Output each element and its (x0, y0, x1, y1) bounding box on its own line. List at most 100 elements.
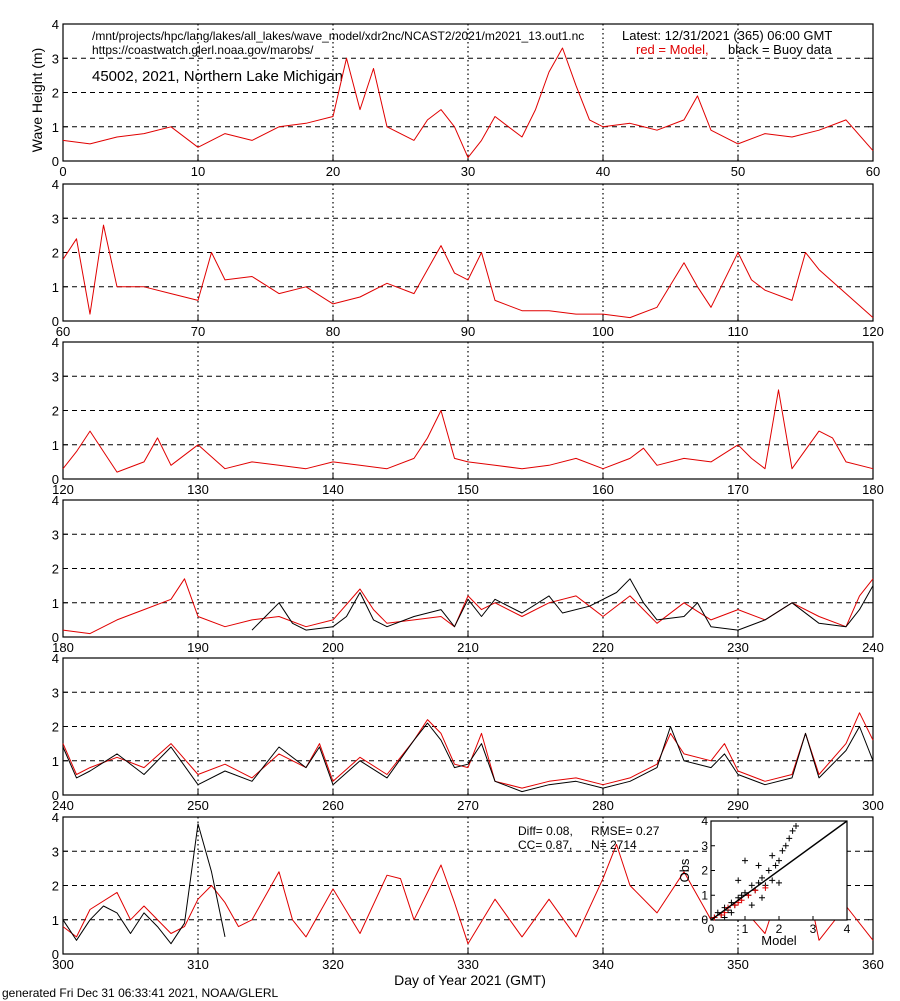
scatter-y-tick-label: 4 (701, 814, 708, 828)
x-tick-label: 260 (322, 798, 344, 813)
x-tick-label: 270 (457, 798, 479, 813)
scatter-point (776, 857, 782, 864)
scatter-x-label: Model (761, 933, 797, 948)
stat-cc: CC= 0.87, (518, 838, 572, 852)
scatter-y-tick-label: 0 (701, 913, 708, 927)
y-tick-label: 0 (52, 472, 59, 487)
y-tick-label: 3 (52, 51, 59, 66)
x-tick-label: 90 (461, 324, 475, 339)
x-tick-label: 150 (457, 482, 479, 497)
x-tick-label: 180 (52, 640, 74, 655)
scatter-point (789, 827, 796, 834)
y-tick-label: 2 (52, 562, 59, 577)
y-tick-label: 2 (52, 879, 59, 894)
y-axis-label: Wave Height (m) (29, 48, 45, 153)
scatter-x-tick-label: 0 (708, 922, 715, 936)
y-tick-label: 0 (52, 154, 59, 169)
x-tick-label: 300 (52, 957, 74, 972)
x-tick-label: 60 (56, 324, 70, 339)
x-tick-label: 100 (592, 324, 614, 339)
scatter-point (765, 867, 772, 874)
legend-model: red = Model, (636, 42, 709, 57)
scatter-y-tick-label: 1 (701, 888, 708, 902)
y-tick-label: 0 (52, 630, 59, 645)
x-tick-label: 50 (731, 164, 745, 179)
panel-3: 0 1 2 3 4 120 130 140 150 160 170 180 (52, 335, 884, 497)
model-series (62, 389, 874, 473)
scatter-x-tick-label: 1 (742, 922, 749, 936)
x-tick-label: 30 (461, 164, 475, 179)
y-tick-label: 4 (52, 651, 59, 666)
y-tick-label: 3 (52, 369, 59, 384)
x-tick-label: 320 (322, 957, 344, 972)
y-tick-label: 1 (52, 596, 59, 611)
x-tick-label: 290 (727, 798, 749, 813)
x-tick-label: 20 (326, 164, 340, 179)
x-tick-label: 300 (862, 798, 884, 813)
scatter-x-tick-label: 2 (776, 922, 783, 936)
x-tick-label: 180 (862, 482, 884, 497)
y-tick-label: 4 (52, 177, 59, 192)
y-tick-label: 3 (52, 844, 59, 859)
y-tick-label: 1 (52, 438, 59, 453)
buoy-series (62, 823, 226, 945)
x-tick-label: 280 (592, 798, 614, 813)
y-tick-label: 1 (52, 754, 59, 769)
scatter-x-tick-label: 3 (810, 922, 817, 936)
source-url: https://coastwatch.glerl.noaa.gov/marobs… (92, 43, 314, 57)
x-tick-label: 40 (596, 164, 610, 179)
model-series (62, 47, 874, 159)
x-tick-label: 200 (322, 640, 344, 655)
x-tick-label: 80 (326, 324, 340, 339)
x-tick-label: 360 (862, 957, 884, 972)
x-tick-label: 110 (728, 324, 749, 339)
scatter-y-tick-label: 2 (701, 864, 708, 878)
one-to-one-line (710, 820, 848, 921)
y-tick-label: 3 (52, 685, 59, 700)
scatter-point (728, 909, 735, 916)
panel-5: 0 1 2 3 4 240 250 260 270 280 290 300 (52, 651, 884, 813)
x-tick-label: 120 (862, 324, 884, 339)
scatter-point (769, 877, 776, 884)
scatter-point-red (762, 884, 769, 891)
scatter-x-tick-label: 4 (844, 922, 851, 936)
x-tick-label: 160 (592, 482, 614, 497)
y-tick-label: 2 (52, 404, 59, 419)
scatter-point (793, 822, 799, 829)
y-tick-label: 0 (52, 788, 59, 803)
y-tick-label: 1 (52, 120, 59, 135)
x-tick-label: 120 (52, 482, 74, 497)
latest-timestamp: Latest: 12/31/2021 (365) 06:00 GMT (622, 28, 832, 43)
y-tick-label: 4 (52, 493, 59, 508)
x-tick-label: 340 (592, 957, 614, 972)
x-tick-label: 190 (187, 640, 209, 655)
y-tick-label: 4 (52, 335, 59, 350)
x-tick-label: 0 (59, 164, 66, 179)
y-tick-label: 1 (52, 913, 59, 928)
scatter-point (769, 852, 776, 859)
x-tick-label: 330 (457, 957, 479, 972)
x-tick-label: 140 (322, 482, 344, 497)
x-tick-label: 240 (862, 640, 884, 655)
y-tick-label: 2 (52, 720, 59, 735)
x-tick-label: 60 (866, 164, 880, 179)
x-tick-label: 230 (727, 640, 749, 655)
scatter-point (779, 847, 786, 854)
y-tick-label: 2 (52, 246, 59, 261)
x-tick-label: 310 (187, 957, 209, 972)
x-tick-label: 220 (592, 640, 614, 655)
buoy-series (251, 578, 874, 631)
scatter-point (776, 879, 782, 886)
y-tick-label: 1 (52, 280, 59, 295)
model-file-path: /mnt/projects/hpc/lang/lakes/all_lakes/w… (92, 29, 584, 43)
panel-2: 0 1 2 3 4 60 70 80 90 100 110 120 (52, 177, 884, 339)
scatter-point (782, 842, 789, 849)
stat-n: N= 2714 (591, 838, 637, 852)
buoy-series (62, 722, 874, 793)
scatter-point (759, 894, 765, 901)
x-tick-label: 350 (727, 957, 749, 972)
stat-diff: Diff= 0.08, (518, 824, 573, 838)
y-tick-label: 4 (52, 17, 59, 32)
